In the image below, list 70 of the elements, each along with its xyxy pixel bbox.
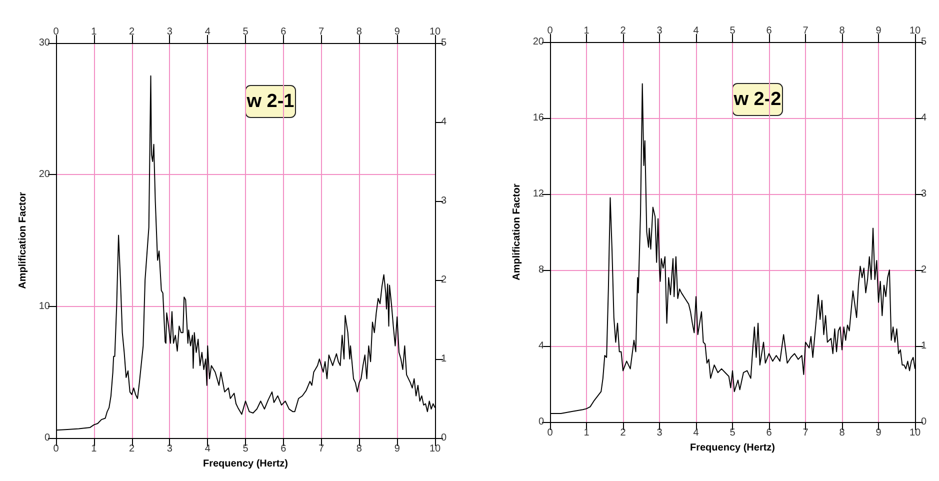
y-tick-label: 16 <box>532 112 544 124</box>
x-tick-label: 5 <box>242 444 249 454</box>
x2-tick-label: 7 <box>802 26 809 36</box>
annotation: w 2-2 <box>732 89 782 110</box>
x-tick-label: 9 <box>394 444 400 454</box>
x2-tick-label: 8 <box>839 26 846 36</box>
x-tick-label: 3 <box>656 428 663 438</box>
x-tick-label: 10 <box>909 428 921 438</box>
x2-tick-label: 1 <box>584 26 590 36</box>
x2-tick-label: 6 <box>766 26 772 36</box>
x-tick-label: 10 <box>429 444 441 454</box>
x2-tick-label: 4 <box>204 26 211 38</box>
y-axis-title: Amplification Factor <box>511 184 522 280</box>
x2-tick-label: 6 <box>280 26 287 38</box>
x-tick-label: 6 <box>766 428 772 438</box>
x-tick-label: 7 <box>318 444 325 454</box>
x2-tick-label: 5 <box>730 26 736 36</box>
x-tick-label: 5 <box>730 428 736 438</box>
y2-tick-label: 0 <box>921 416 927 428</box>
y-tick-label: 20 <box>532 36 544 48</box>
x2-tick-label: 9 <box>394 26 400 38</box>
y2-tick-label: 5 <box>921 36 927 48</box>
x-tick-label: 0 <box>53 444 60 454</box>
x2-tick-label: 4 <box>693 26 700 36</box>
y2-tick-label: 4 <box>441 116 447 128</box>
x-tick-label: 6 <box>280 444 287 454</box>
y2-tick-label: 2 <box>921 264 927 276</box>
x2-tick-label: 0 <box>53 26 60 38</box>
x-tick-label: 2 <box>620 428 626 438</box>
x2-tick-label: 0 <box>547 26 554 36</box>
y-tick-label: 20 <box>38 169 50 180</box>
x-tick-label: 2 <box>129 444 136 454</box>
y2-tick-label: 3 <box>921 188 927 200</box>
y2-tick-label: 3 <box>441 196 447 206</box>
y2-tick-label: 1 <box>921 340 927 352</box>
x2-tick-label: 8 <box>356 26 362 38</box>
x-tick-label: 8 <box>356 444 362 454</box>
x-tick-label: 3 <box>166 444 173 454</box>
y2-tick-label: 4 <box>921 112 927 124</box>
x-tick-label: 8 <box>839 428 846 438</box>
x-tick-label: 7 <box>802 428 809 438</box>
y-tick-label: 4 <box>538 340 544 352</box>
y-tick-label: 30 <box>38 38 50 48</box>
y-tick-label: 8 <box>538 264 544 276</box>
x-tick-label: 4 <box>693 428 700 438</box>
y2-tick-label: 2 <box>441 274 447 286</box>
x-tick-label: 4 <box>204 444 211 454</box>
x2-tick-label: 2 <box>129 26 136 38</box>
x2-tick-label: 3 <box>166 26 173 38</box>
x-tick-label: 0 <box>547 428 554 438</box>
x-axis-title: Frequency (Hertz) <box>202 458 288 470</box>
y2-tick-label: 5 <box>441 38 447 48</box>
x2-tick-label: 3 <box>656 26 663 36</box>
y-tick-label: 0 <box>538 416 544 428</box>
annotation: w 2-1 <box>246 91 295 112</box>
x-axis-title: Frequency (Hertz) <box>690 442 776 454</box>
y-tick-label: 12 <box>532 188 544 200</box>
y-tick-label: 10 <box>38 300 50 312</box>
x2-tick-label: 5 <box>242 26 249 38</box>
y-axis-title: Amplification Factor <box>17 192 28 289</box>
x-tick-label: 1 <box>91 444 98 454</box>
y2-tick-label: 1 <box>441 354 447 364</box>
x-tick-label: 9 <box>876 428 882 438</box>
x-tick-label: 1 <box>584 428 590 438</box>
x2-tick-label: 10 <box>909 26 921 36</box>
x2-tick-label: 7 <box>318 26 325 38</box>
x2-tick-label: 1 <box>91 26 98 38</box>
x2-tick-label: 9 <box>876 26 882 36</box>
x2-tick-label: 2 <box>620 26 626 36</box>
x2-tick-label: 10 <box>429 26 441 38</box>
